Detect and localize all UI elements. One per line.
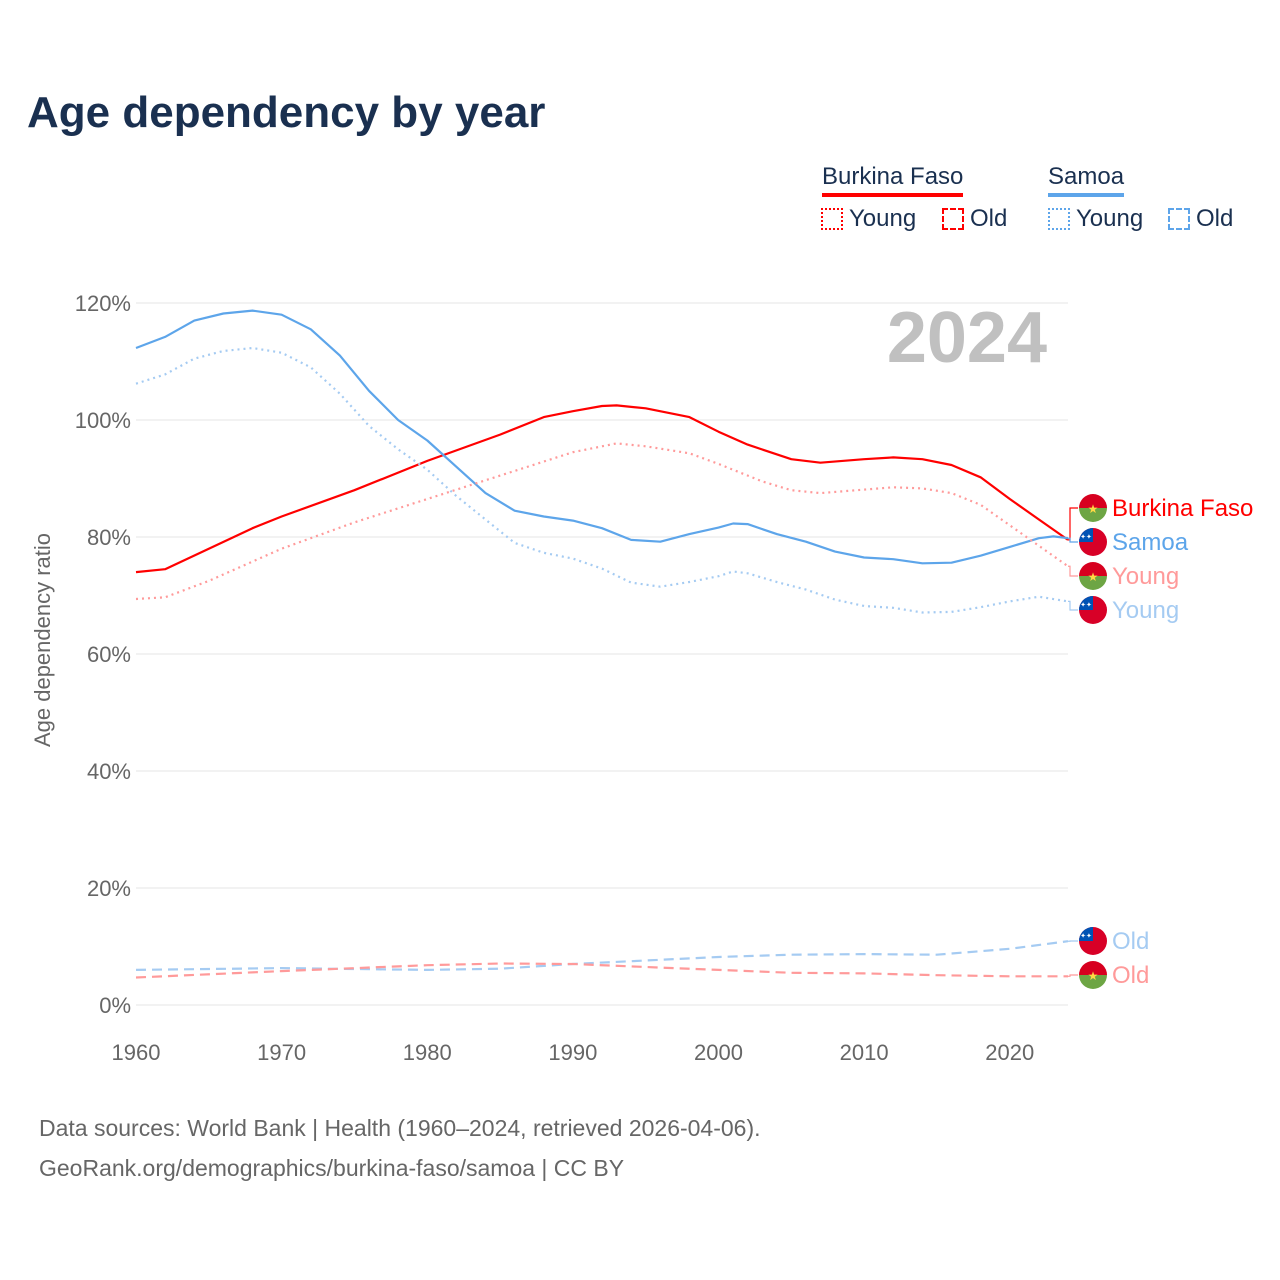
attribution-link[interactable]: GeoRank.org/demographics/burkina-faso/sa… bbox=[39, 1155, 625, 1181]
y-tick-label: 80% bbox=[87, 525, 131, 550]
y-tick-label: 60% bbox=[87, 642, 131, 667]
flag-bottom bbox=[1079, 576, 1107, 590]
y-tick-label: 40% bbox=[87, 759, 131, 784]
series-label: Samoa bbox=[1112, 529, 1189, 556]
x-tick-label: 1990 bbox=[548, 1040, 597, 1065]
legend-burkina-faso-swatch bbox=[822, 193, 964, 197]
series-line-samoa-old bbox=[135, 940, 1069, 972]
legend-samoa[interactable]: Samoa bbox=[1048, 163, 1125, 197]
x-tick-label: 2010 bbox=[840, 1040, 889, 1065]
samoa-flag-icon bbox=[1079, 596, 1107, 624]
dotted-swatch-icon bbox=[1048, 208, 1070, 230]
legend-burkina-old[interactable]: Old bbox=[942, 205, 1007, 233]
chart-title: Age dependency by year bbox=[27, 88, 546, 137]
footer: Data sources: World Bank | Health (1960–… bbox=[39, 1108, 761, 1188]
series-label: Young bbox=[1112, 563, 1179, 590]
legend-item-label: Young bbox=[1076, 205, 1144, 232]
samoa-flag-icon bbox=[1079, 528, 1107, 556]
legend-item-label: Young bbox=[849, 205, 917, 232]
flag-stars: ✦✦ bbox=[1080, 932, 1092, 940]
x-tick-label: 2000 bbox=[694, 1040, 743, 1065]
flag-star: ★ bbox=[1088, 969, 1099, 983]
label-connector bbox=[1068, 537, 1078, 543]
flag-canton bbox=[1079, 596, 1093, 610]
label-connector bbox=[1068, 565, 1078, 577]
flag-star: ★ bbox=[1088, 502, 1099, 516]
burkina-faso-flag-icon bbox=[1079, 961, 1107, 989]
x-tick-label: 1970 bbox=[257, 1040, 306, 1065]
legend-burkina-faso-label: Burkina Faso bbox=[822, 163, 964, 190]
legend-samoa-old[interactable]: Old bbox=[1168, 205, 1233, 233]
dashed-swatch-icon bbox=[942, 208, 964, 230]
burkina-faso-flag-icon bbox=[1079, 494, 1107, 522]
legend-samoa-label: Samoa bbox=[1048, 163, 1125, 190]
flag-top bbox=[1079, 961, 1107, 975]
y-tick-label: 0% bbox=[99, 993, 131, 1018]
x-tick-label: 2020 bbox=[985, 1040, 1034, 1065]
label-connector bbox=[1068, 600, 1078, 611]
burkina-faso-flag-icon bbox=[1079, 562, 1107, 590]
legend-burkina-faso[interactable]: Burkina Faso bbox=[822, 163, 964, 197]
series-label: Old bbox=[1112, 962, 1149, 989]
y-tick-label: 120% bbox=[75, 291, 131, 316]
legend-samoa-swatch bbox=[1048, 193, 1125, 197]
flag-bottom bbox=[1079, 975, 1107, 989]
label-connector bbox=[1068, 974, 1078, 977]
data-source-text: Data sources: World Bank | Health (1960–… bbox=[39, 1115, 761, 1141]
series-line-samoa bbox=[135, 309, 1069, 565]
dashed-swatch-icon bbox=[1168, 208, 1190, 230]
flag-canton bbox=[1079, 927, 1093, 941]
series-line-samoa-young bbox=[135, 346, 1069, 614]
series-line-burkina-faso-old bbox=[135, 962, 1068, 979]
y-tick-label: 100% bbox=[75, 408, 131, 433]
series-label: Old bbox=[1112, 928, 1149, 955]
series-line-burkina-faso-young bbox=[135, 442, 1069, 601]
label-connector bbox=[1068, 507, 1078, 541]
flag-top bbox=[1079, 494, 1107, 508]
y-axis-label: Age dependency ratio bbox=[30, 533, 55, 747]
legend-burkina-young[interactable]: Young bbox=[821, 205, 916, 233]
samoa-flag-icon bbox=[1079, 927, 1107, 955]
flag-bottom bbox=[1079, 508, 1107, 522]
flag-stars: ✦✦ bbox=[1080, 533, 1092, 541]
flag-star: ★ bbox=[1088, 570, 1099, 584]
y-tick-label: 20% bbox=[87, 876, 131, 901]
dotted-swatch-icon bbox=[821, 208, 843, 230]
x-tick-label: 1960 bbox=[112, 1040, 161, 1065]
legend-samoa-young[interactable]: Young bbox=[1048, 205, 1143, 233]
x-tick-label: 1980 bbox=[403, 1040, 452, 1065]
legend-item-label: Old bbox=[1196, 205, 1234, 232]
year-watermark: 2024 bbox=[887, 298, 1047, 378]
flag-top bbox=[1079, 562, 1107, 576]
legend-item-label: Old bbox=[970, 205, 1008, 232]
series-label: Young bbox=[1112, 597, 1179, 624]
series-label: Burkina Faso bbox=[1112, 495, 1253, 522]
flag-stars: ✦✦ bbox=[1080, 601, 1092, 609]
flag-canton bbox=[1079, 528, 1093, 542]
series-line-burkina-faso bbox=[135, 404, 1069, 574]
